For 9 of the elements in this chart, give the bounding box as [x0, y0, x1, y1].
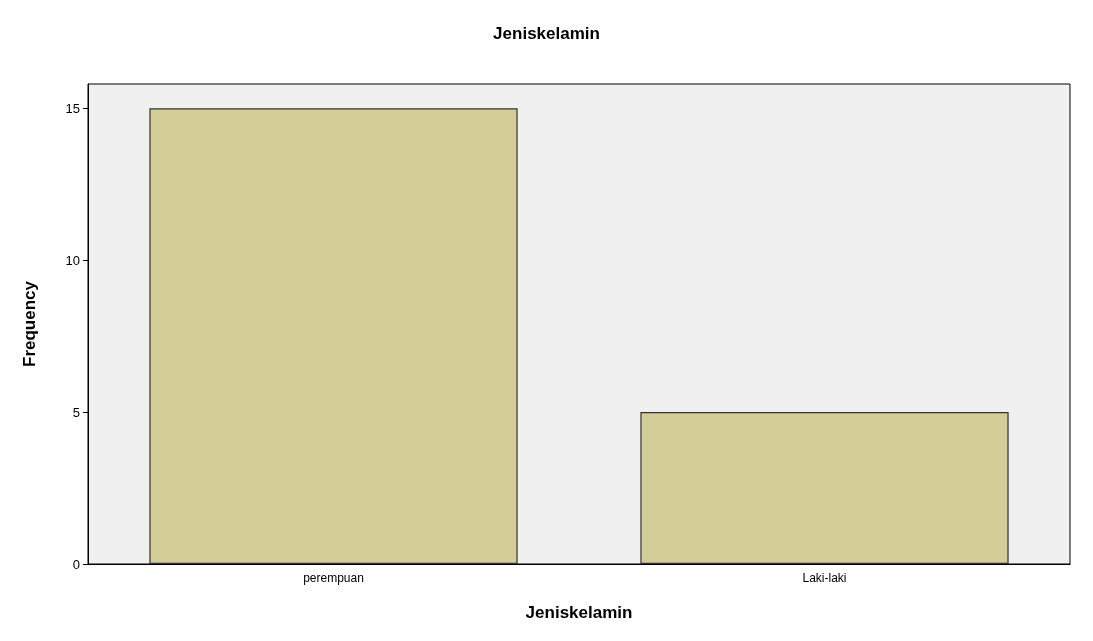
chart-title: Jeniskelamin	[493, 24, 600, 43]
y-tick-label: 10	[65, 252, 80, 268]
y-tick-label: 5	[72, 404, 80, 420]
x-axis-title: Jeniskelamin	[525, 603, 633, 622]
y-tick-label: 15	[65, 100, 80, 116]
y-tick-label: 0	[72, 556, 80, 572]
x-tick-label: perempuan	[303, 571, 364, 585]
y-axis-title: Frequency	[20, 280, 39, 367]
x-tick-label: Laki-laki	[802, 571, 847, 585]
